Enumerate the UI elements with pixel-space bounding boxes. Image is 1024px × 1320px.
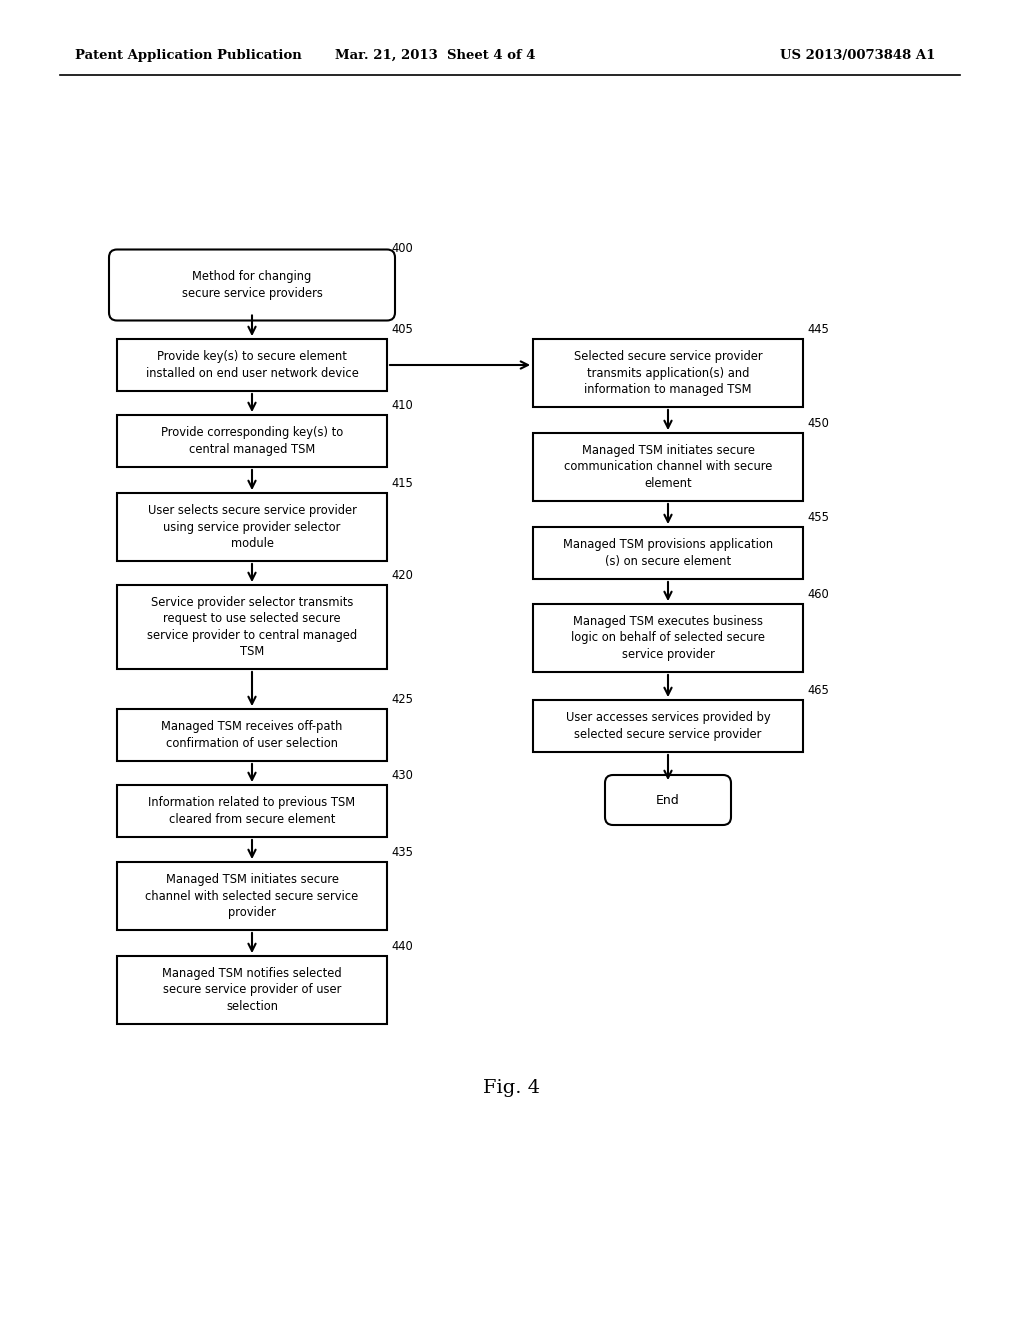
Text: User accesses services provided by
selected secure service provider: User accesses services provided by selec… [565, 711, 770, 741]
Text: 405: 405 [391, 323, 413, 337]
Text: Service provider selector transmits
request to use selected secure
service provi: Service provider selector transmits requ… [146, 595, 357, 659]
Bar [534, 433, 803, 502]
Text: 445: 445 [807, 323, 828, 337]
Text: 415: 415 [391, 477, 413, 490]
Text: 410: 410 [391, 399, 413, 412]
Text: 425: 425 [391, 693, 413, 706]
Bar [117, 492, 387, 561]
Bar [117, 709, 387, 762]
Bar [534, 605, 803, 672]
Text: Method for changing
secure service providers: Method for changing secure service provi… [181, 271, 323, 300]
Text: Managed TSM receives off-path
confirmation of user selection: Managed TSM receives off-path confirmati… [162, 721, 343, 750]
Text: 450: 450 [807, 417, 828, 430]
Text: Provide corresponding key(s) to
central managed TSM: Provide corresponding key(s) to central … [161, 426, 343, 455]
Text: 455: 455 [807, 511, 829, 524]
Text: Mar. 21, 2013  Sheet 4 of 4: Mar. 21, 2013 Sheet 4 of 4 [335, 49, 536, 62]
Text: Provide key(s) to secure element
installed on end user network device: Provide key(s) to secure element install… [145, 350, 358, 380]
Text: Selected secure service provider
transmits application(s) and
information to man: Selected secure service provider transmi… [573, 350, 762, 396]
Text: 420: 420 [391, 569, 413, 582]
Text: 400: 400 [391, 242, 413, 255]
Text: 460: 460 [807, 587, 828, 601]
Text: 430: 430 [391, 770, 413, 781]
Bar [534, 700, 803, 752]
Bar [117, 785, 387, 837]
Text: 435: 435 [391, 846, 413, 859]
Text: 465: 465 [807, 684, 828, 697]
FancyBboxPatch shape [605, 775, 731, 825]
Bar [534, 527, 803, 579]
Text: Information related to previous TSM
cleared from secure element: Information related to previous TSM clea… [148, 796, 355, 826]
Text: 440: 440 [391, 940, 413, 953]
Bar [117, 339, 387, 391]
Text: Managed TSM provisions application
(s) on secure element: Managed TSM provisions application (s) o… [563, 539, 773, 568]
FancyBboxPatch shape [109, 249, 395, 321]
Text: US 2013/0073848 A1: US 2013/0073848 A1 [780, 49, 935, 62]
Bar [117, 585, 387, 669]
Bar [117, 862, 387, 931]
Text: User selects secure service provider
using service provider selector
module: User selects secure service provider usi… [147, 504, 356, 550]
Bar [534, 339, 803, 407]
Text: Managed TSM notifies selected
secure service provider of user
selection: Managed TSM notifies selected secure ser… [162, 968, 342, 1012]
Text: Fig. 4: Fig. 4 [483, 1078, 541, 1097]
Bar [117, 956, 387, 1024]
Text: Managed TSM initiates secure
channel with selected secure service
provider: Managed TSM initiates secure channel wit… [145, 873, 358, 919]
Text: Managed TSM executes business
logic on behalf of selected secure
service provide: Managed TSM executes business logic on b… [571, 615, 765, 661]
Text: Managed TSM initiates secure
communication channel with secure
element: Managed TSM initiates secure communicati… [564, 444, 772, 490]
Text: End: End [656, 793, 680, 807]
Text: Patent Application Publication: Patent Application Publication [75, 49, 302, 62]
Bar [117, 414, 387, 467]
